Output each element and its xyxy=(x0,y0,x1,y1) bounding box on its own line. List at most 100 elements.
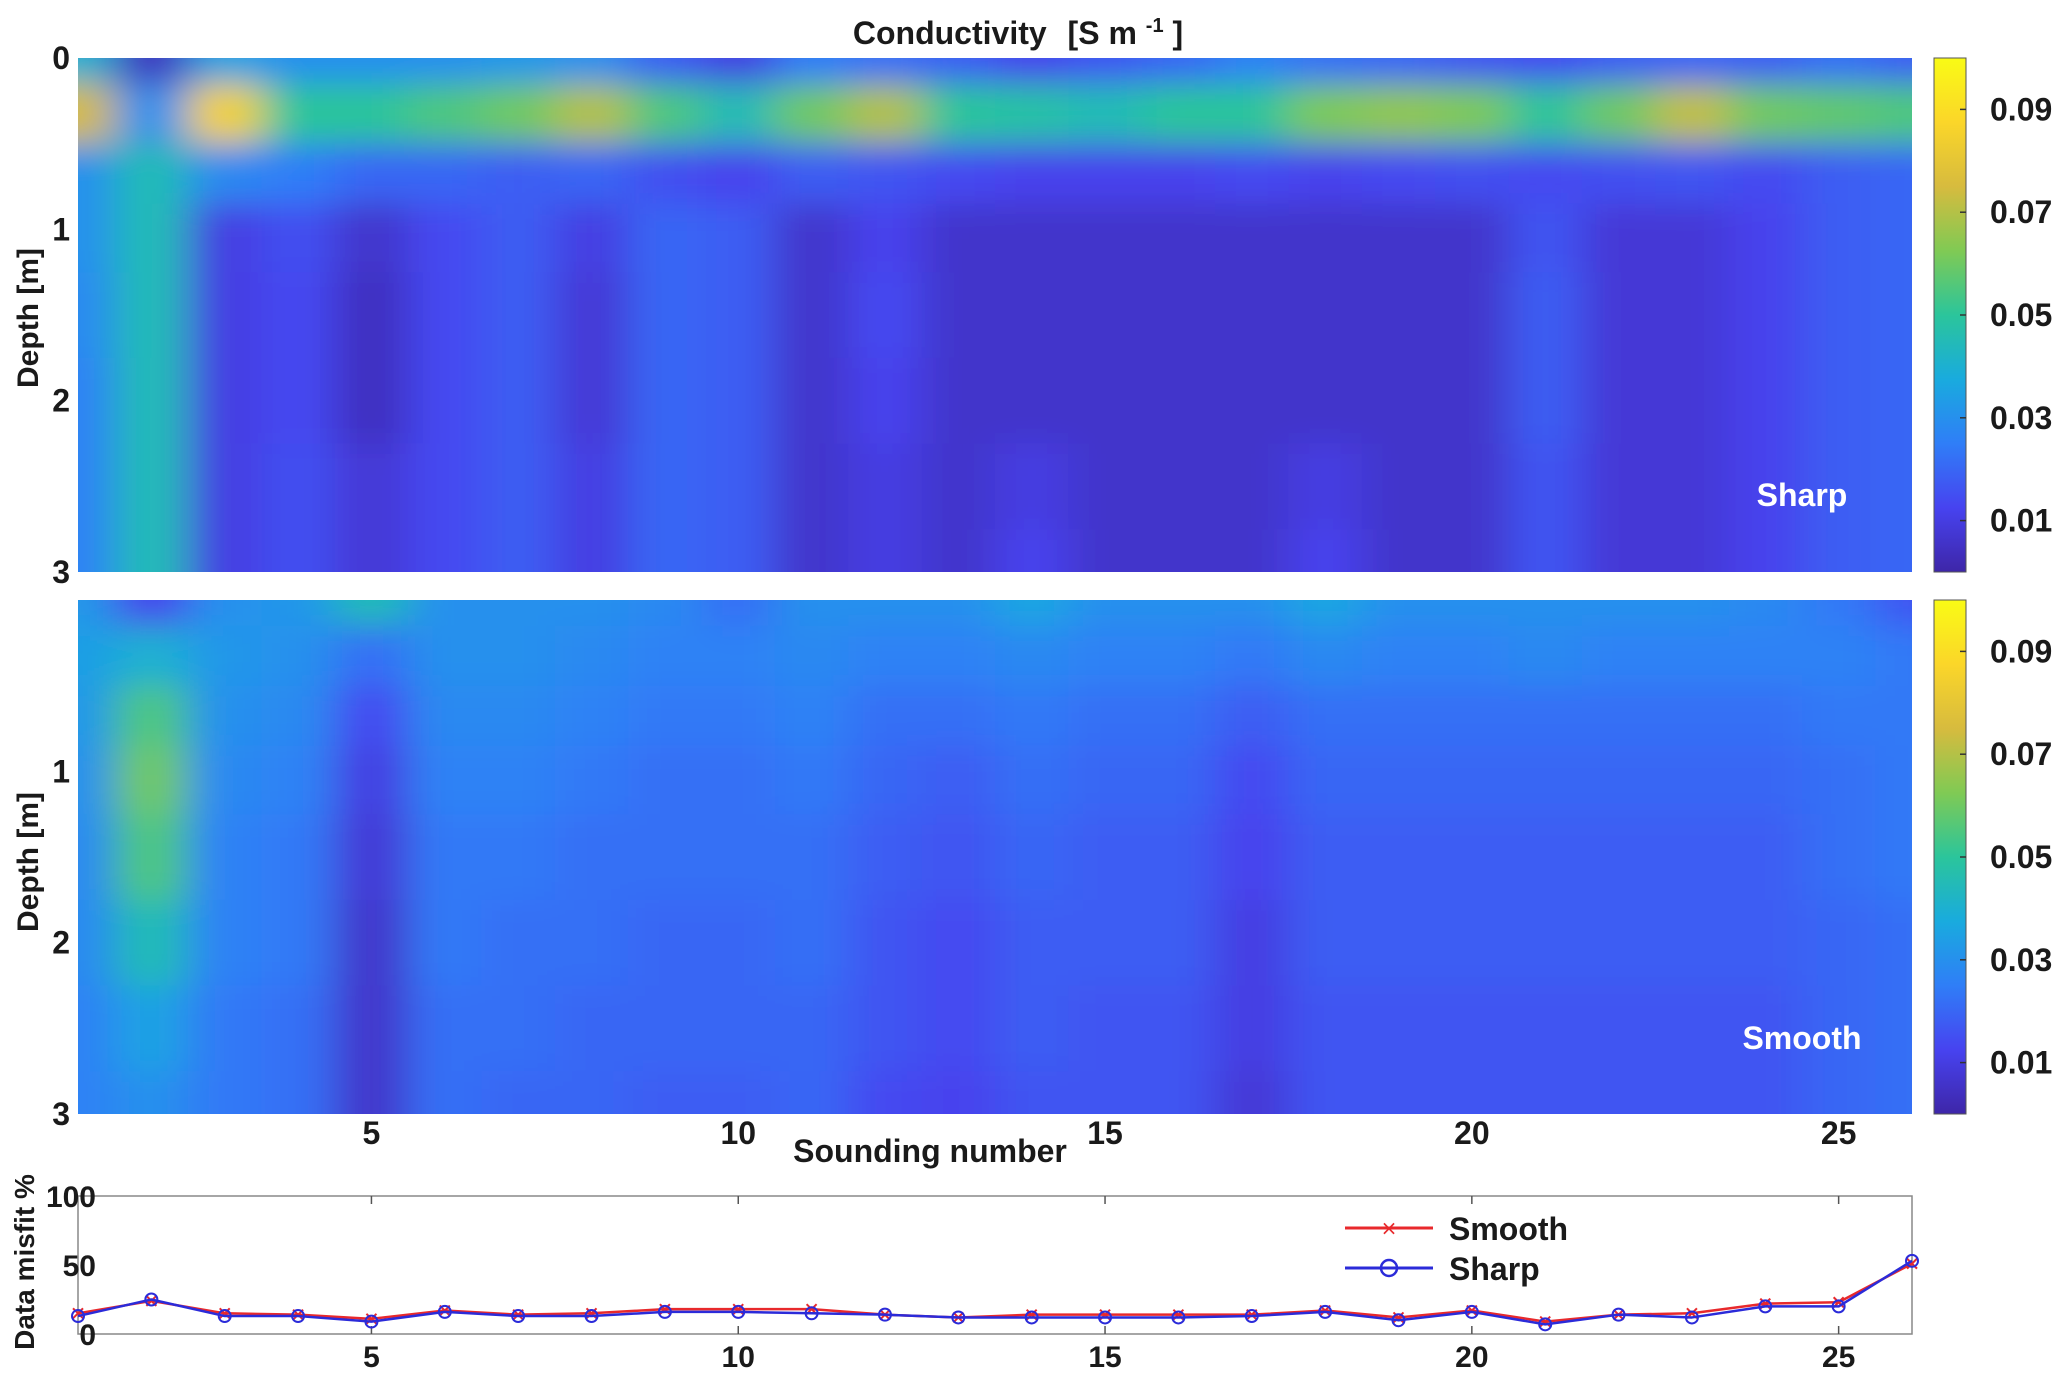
heatmap-cell xyxy=(408,814,482,901)
heatmap-cell xyxy=(921,529,996,572)
heatmap-cell xyxy=(1728,58,1803,85)
heatmap-cell xyxy=(701,745,776,815)
heatmap-cell xyxy=(921,83,996,145)
heatmap-cell xyxy=(1215,272,1289,359)
heatmap-cell xyxy=(1435,745,1510,815)
heatmap-cell xyxy=(78,529,116,572)
data-point-sharp xyxy=(731,1304,746,1319)
heatmap-cell xyxy=(1141,985,1216,1072)
data-point-sharp xyxy=(951,1310,966,1325)
heatmap-cell xyxy=(78,600,116,627)
heatmap-cell xyxy=(995,83,1069,145)
heatmap-cell xyxy=(921,272,996,359)
heatmap-cell xyxy=(334,58,409,85)
heatmap-cell xyxy=(774,357,849,444)
heatmap-cell xyxy=(1435,685,1510,747)
heatmap-cell xyxy=(114,685,189,747)
heatmap-cell xyxy=(1361,143,1436,205)
heatmap-cell xyxy=(774,272,849,359)
legend-sharp-label: Sharp xyxy=(1449,1251,1540,1287)
heatmap-cell xyxy=(995,814,1069,901)
heatmap-cell xyxy=(1288,357,1363,444)
heatmap-cell xyxy=(1141,58,1216,85)
misfit-legend: × Smooth Sharp xyxy=(1345,1211,1568,1287)
heatmap-cell xyxy=(1141,600,1216,627)
colorbar-tick-label: 0.07 xyxy=(1990,194,2052,230)
heatmap-cell xyxy=(554,357,629,444)
heatmap-cell xyxy=(1655,272,1730,359)
heatmap-cell xyxy=(114,529,189,572)
heatmap-cell xyxy=(1508,625,1583,687)
heatmap-cell xyxy=(1655,625,1730,687)
heatmap-cell xyxy=(1801,203,1876,273)
heatmap-cell xyxy=(1655,985,1730,1072)
heatmap-cell xyxy=(1141,272,1216,359)
heatmap-cell xyxy=(408,58,482,85)
heatmap-cell xyxy=(78,272,116,359)
heatmap-cell xyxy=(995,203,1069,273)
heatmap-cell xyxy=(1728,83,1803,145)
heatmap-cell xyxy=(628,272,703,359)
heatmap-cell xyxy=(774,985,849,1072)
heatmap-cell xyxy=(481,899,556,986)
heatmap-cell xyxy=(1581,58,1656,85)
heatmap-cell xyxy=(1141,745,1216,815)
heatmap-cell xyxy=(921,899,996,986)
heatmap-cell xyxy=(481,83,556,145)
heatmap-cell xyxy=(1288,625,1363,687)
heatmap-cell xyxy=(261,899,336,986)
heatmap-cell xyxy=(774,443,849,530)
heatmap-cell xyxy=(1361,625,1436,687)
heatmap-cell xyxy=(1288,745,1363,815)
colorbar-tick-label: 0.01 xyxy=(1990,503,2052,539)
heatmap-cell xyxy=(1875,985,1912,1072)
heatmap-cell xyxy=(408,899,482,986)
heatmap-cell xyxy=(1508,600,1583,627)
misfit-ytick-label: 0 xyxy=(79,1319,96,1352)
heatmap-cell xyxy=(1508,58,1583,85)
heatmap-cell xyxy=(1508,203,1583,273)
heatmap-cell xyxy=(1361,83,1436,145)
heatmap-cell xyxy=(848,985,923,1072)
heatmap-cell xyxy=(701,443,776,530)
heatmap-cell xyxy=(78,443,116,530)
heatmap-cell xyxy=(334,529,409,572)
heatmap-cell xyxy=(1875,899,1912,986)
heatmap-cell xyxy=(1508,272,1583,359)
heatmap-cell xyxy=(1728,899,1803,986)
heatmap-cell xyxy=(554,685,629,747)
heatmap-cell xyxy=(1215,745,1289,815)
heatmap-cell xyxy=(114,600,189,627)
heatmap-cell xyxy=(1068,685,1143,747)
heatmap-cell xyxy=(554,83,629,145)
heatmap-cell xyxy=(1141,83,1216,145)
data-point-sharp xyxy=(1098,1310,1113,1325)
heatmap-cell xyxy=(1215,1071,1289,1114)
data-point-sharp xyxy=(1244,1309,1259,1324)
heatmap-cell xyxy=(1875,357,1912,444)
heatmap-cell xyxy=(114,985,189,1072)
ytick-label: 2 xyxy=(52,925,70,961)
heatmap-cell xyxy=(334,272,409,359)
misfit-xtick-label: 15 xyxy=(1088,1341,1121,1374)
data-point-sharp xyxy=(1831,1299,1846,1314)
heatmap-cell xyxy=(774,814,849,901)
colorbar-tick-label: 0.05 xyxy=(1990,297,2052,333)
heatmap-cell xyxy=(1361,357,1436,444)
heatmap-cell xyxy=(1068,143,1143,205)
heatmap-cell xyxy=(1361,600,1436,627)
heatmap-cell xyxy=(628,83,703,145)
smooth-heatmap-panel: 1 2 3 5 10 15 20 25 xyxy=(52,600,1912,1151)
heatmap-cell xyxy=(334,443,409,530)
colorbar-tick-label: 0.09 xyxy=(1990,91,2052,127)
heatmap-cell xyxy=(334,600,409,627)
heatmap-cell xyxy=(78,203,116,273)
heatmap-cell xyxy=(1288,685,1363,747)
data-point-sharp xyxy=(1538,1317,1553,1332)
heatmap-cell xyxy=(774,745,849,815)
heatmap-cell xyxy=(1435,143,1510,205)
heatmap-cell xyxy=(1215,58,1289,85)
heatmap-cell xyxy=(188,685,262,747)
data-point-sharp xyxy=(1905,1253,1919,1268)
heatmap-cell xyxy=(1875,814,1912,901)
